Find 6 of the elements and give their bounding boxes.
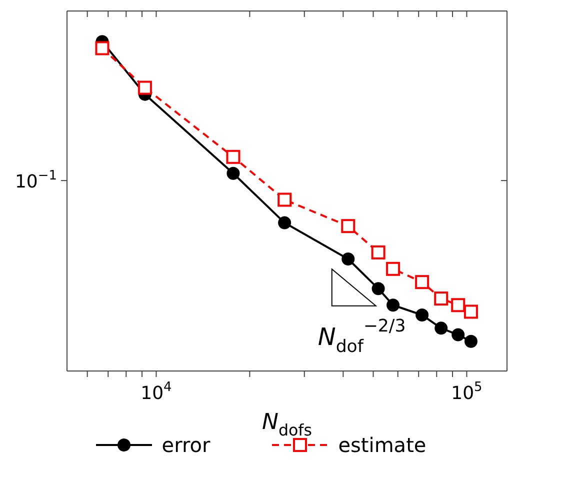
x-tick-label: 10$^{5}$ bbox=[451, 380, 482, 404]
legend-label: estimate bbox=[338, 433, 426, 457]
x-tick-label: 10$^{4}$ bbox=[140, 380, 172, 404]
text: 10$^{−1}$ bbox=[14, 168, 57, 193]
legend-label: error bbox=[162, 433, 210, 457]
x-axis-title: N$_{dofs}$ bbox=[262, 410, 312, 440]
